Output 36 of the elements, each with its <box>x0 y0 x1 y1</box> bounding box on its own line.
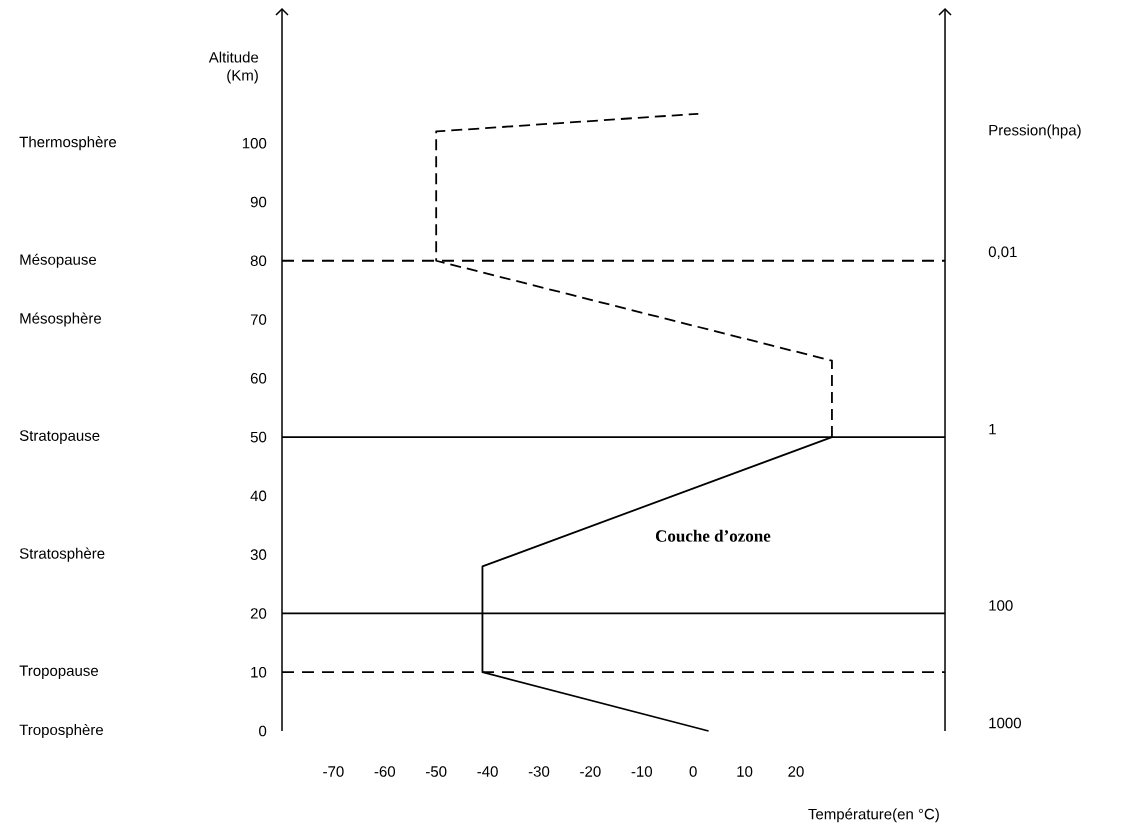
text: Mésopause <box>20 253 97 268</box>
text: Troposphère <box>19 723 104 739</box>
y-tick-label: 40 <box>250 490 267 502</box>
text: Stratosphère <box>19 547 105 562</box>
annotation: Couche d’ozone <box>655 529 771 542</box>
x-tick-label: -30 <box>528 766 550 777</box>
y-tick-label: 70 <box>250 314 267 325</box>
x-tick-label: -50 <box>426 766 447 777</box>
x-axis-title: Température(en °C) <box>808 808 939 823</box>
y-tick-label: 90 <box>250 196 267 208</box>
x-tick-label: -20 <box>580 766 601 777</box>
text: 100 <box>989 600 1013 611</box>
y-tick-label: 10 <box>251 666 267 678</box>
x-tick-label: 20 <box>788 766 804 777</box>
x-tick-label: -10 <box>631 766 653 777</box>
text: 1000 <box>989 717 1021 729</box>
y-tick-label: 80 <box>250 255 267 267</box>
y-tick-label: 30 <box>250 549 267 560</box>
y-tick-label: 60 <box>250 373 267 384</box>
text: Mésosphère <box>20 312 102 327</box>
x-tick-label: -70 <box>323 766 344 777</box>
text: 0,01 <box>988 246 1017 259</box>
x-tick-label: 0 <box>689 766 697 777</box>
y-tick-label: 20 <box>250 608 267 619</box>
text: Thermosphère <box>19 136 117 151</box>
text: Stratopause <box>19 430 100 444</box>
text: 1 <box>989 423 996 435</box>
x-tick-label: -40 <box>477 766 498 777</box>
y2-axis-title: Pression(hpa) <box>989 124 1081 139</box>
x-tick-label: -60 <box>374 766 396 777</box>
y-tick-label: 100 <box>242 137 267 149</box>
x-tick-label: 10 <box>737 766 753 777</box>
y-tick-label: 0 <box>259 725 267 737</box>
y-axis-title: Altitude (Km) <box>208 51 259 84</box>
y-tick-label: 50 <box>250 431 267 443</box>
text: Tropopause <box>19 665 99 679</box>
